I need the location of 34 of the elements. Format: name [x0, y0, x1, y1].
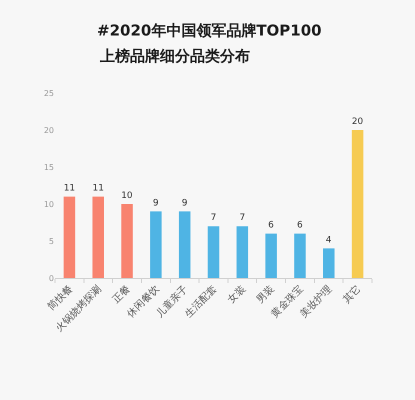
- y-tick-label: 25: [44, 88, 54, 98]
- data-label: 11: [92, 184, 104, 194]
- x-tick-label: 女装: [225, 283, 248, 306]
- y-tick-label: 10: [44, 200, 54, 209]
- data-label: 20: [352, 117, 364, 128]
- y-tick-label: 15: [44, 162, 54, 172]
- data-label: 9: [152, 198, 159, 208]
- bar: [150, 211, 162, 278]
- y-tick-label: 0: [48, 274, 54, 283]
- bar: [352, 130, 364, 278]
- data-label: 9: [182, 198, 188, 208]
- chart-title: #2020年中国领军品牌TOP100: [97, 21, 322, 40]
- data-label: 6: [296, 220, 303, 231]
- bar: [178, 211, 190, 278]
- data-label: 10: [121, 191, 133, 202]
- y-tick-label: 5: [48, 236, 54, 246]
- y-tick-label: 20: [44, 126, 54, 135]
- x-tick-label: 其它: [340, 283, 364, 306]
- bar: [208, 226, 220, 278]
- bar: [265, 234, 277, 278]
- bar: [64, 196, 76, 278]
- data-label: 7: [239, 213, 246, 224]
- bar: [323, 248, 335, 278]
- x-tick-label: 正餐: [110, 283, 133, 306]
- data-label: 4: [326, 235, 332, 246]
- x-tick-label: 男装: [254, 283, 277, 306]
- data-label: 6: [268, 220, 274, 231]
- bar: [236, 226, 248, 278]
- data-label: 11: [64, 184, 76, 194]
- bar: [121, 204, 133, 278]
- bar: [92, 196, 104, 278]
- chart-subtitle: 上榜品牌细分品类分布: [99, 47, 250, 65]
- bar: [294, 234, 306, 278]
- data-label: 7: [210, 213, 216, 224]
